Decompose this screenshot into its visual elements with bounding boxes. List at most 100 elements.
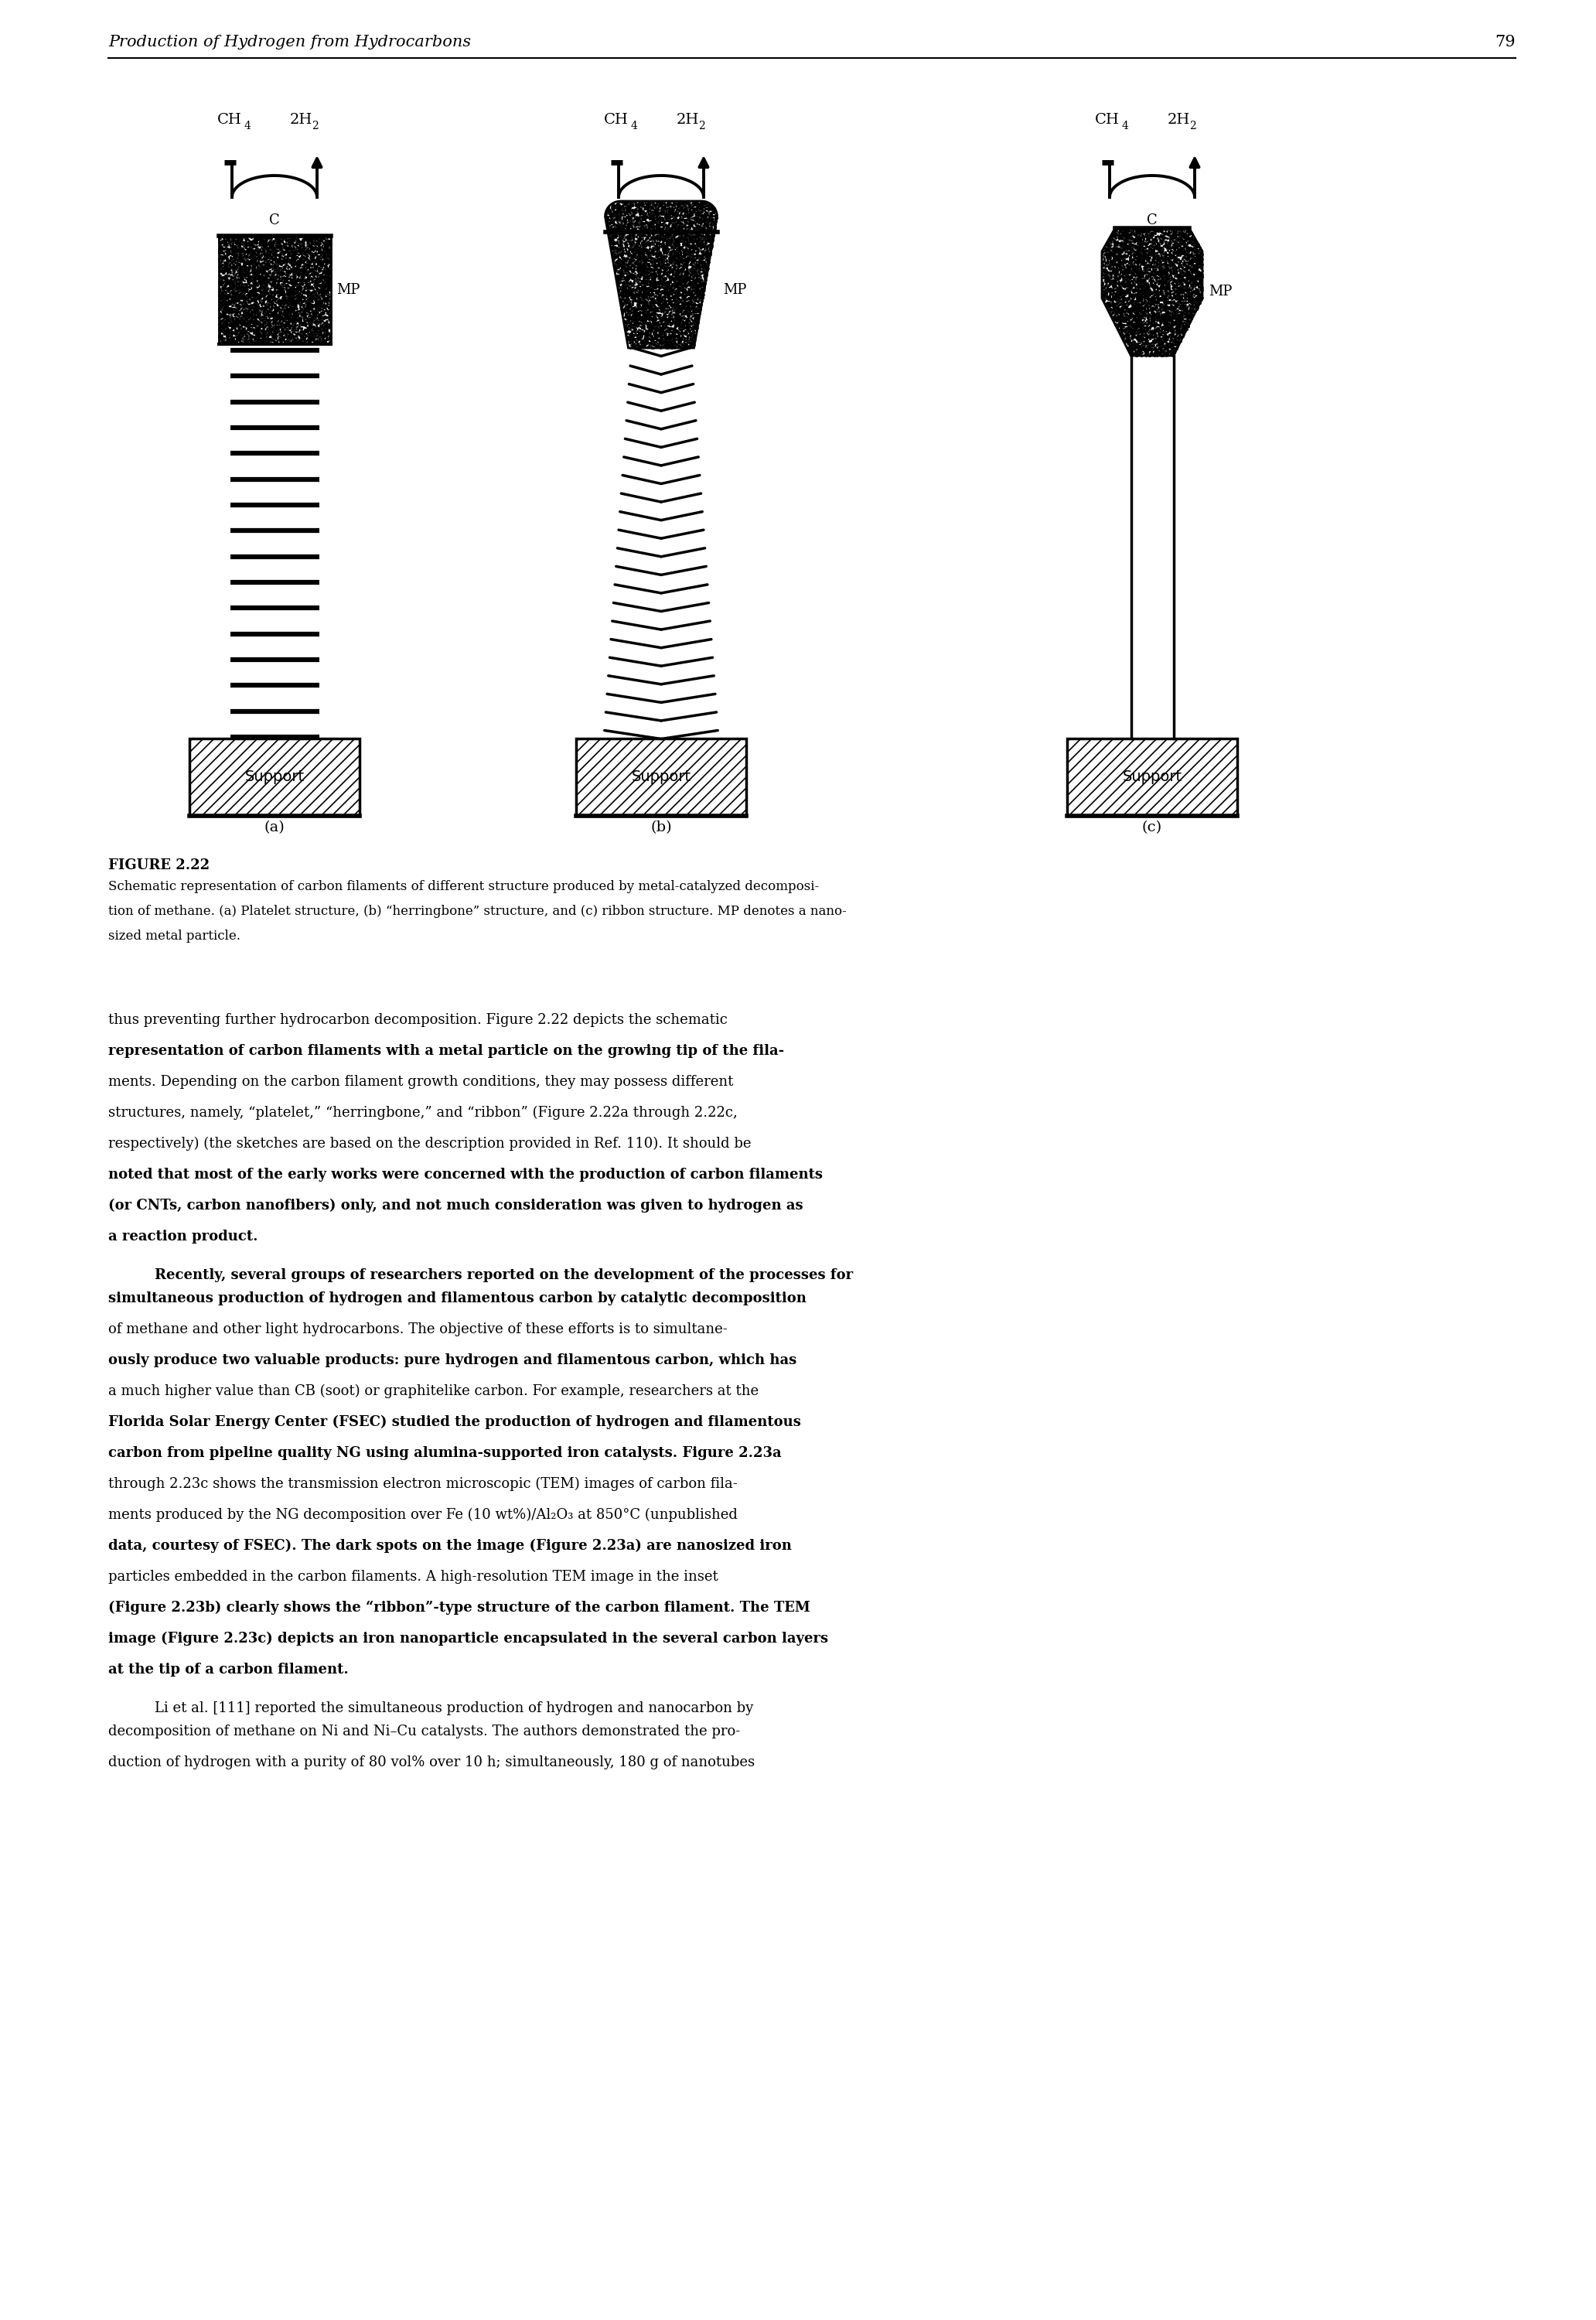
Point [1162, 304, 1187, 341]
Point [681, 200, 707, 237]
Point [1149, 271, 1175, 309]
Point [1114, 258, 1140, 295]
Point [614, 253, 640, 290]
Point [680, 290, 705, 327]
Point [1163, 230, 1189, 267]
Point [693, 248, 718, 285]
Point [211, 313, 236, 350]
Point [1093, 237, 1119, 274]
Point [659, 316, 685, 353]
Point [251, 271, 276, 309]
Point [667, 234, 693, 271]
Point [1144, 302, 1170, 339]
Point [674, 213, 699, 251]
Point [689, 225, 715, 262]
Point [308, 258, 334, 295]
Point [1116, 302, 1141, 339]
Point [302, 274, 327, 311]
Point [1141, 316, 1167, 353]
Text: 2: 2 [699, 121, 705, 132]
Point [1138, 274, 1163, 311]
Point [672, 264, 697, 302]
Point [611, 246, 637, 283]
Point [616, 188, 642, 225]
Point [289, 239, 314, 276]
Point [252, 281, 278, 318]
Point [1127, 234, 1152, 271]
Point [1120, 283, 1146, 320]
Point [1130, 264, 1156, 302]
Point [656, 329, 681, 367]
Point [658, 325, 683, 362]
Point [289, 255, 314, 292]
Point [1104, 241, 1130, 278]
Point [1159, 320, 1184, 357]
Point [1101, 267, 1127, 304]
Point [1149, 239, 1175, 276]
Point [260, 311, 286, 348]
Point [1168, 230, 1194, 267]
Point [254, 306, 279, 343]
Point [271, 262, 297, 299]
Point [314, 271, 340, 309]
Point [664, 283, 689, 320]
Point [1162, 218, 1187, 255]
Point [675, 302, 701, 339]
Point [645, 255, 670, 292]
Point [1108, 313, 1133, 350]
Point [278, 288, 303, 325]
Point [1122, 311, 1148, 348]
Point [666, 320, 691, 357]
Point [1132, 264, 1157, 302]
Point [1093, 260, 1119, 297]
Point [1122, 322, 1148, 360]
Point [289, 255, 314, 292]
Point [254, 271, 279, 309]
Point [1189, 237, 1215, 274]
Point [1148, 230, 1173, 267]
Point [270, 276, 295, 313]
Point [680, 267, 705, 304]
Point [1175, 218, 1200, 255]
Point [279, 292, 305, 329]
Point [244, 313, 270, 350]
Point [597, 216, 622, 253]
Point [1104, 264, 1130, 302]
Point [1127, 334, 1152, 371]
Point [659, 258, 685, 295]
Point [1141, 255, 1167, 292]
Point [621, 313, 646, 350]
Point [227, 311, 252, 348]
Point [1138, 218, 1163, 255]
Point [1135, 260, 1160, 297]
Point [1186, 248, 1211, 285]
Point [255, 230, 281, 267]
Point [640, 195, 666, 232]
Point [260, 234, 286, 271]
Point [1157, 267, 1183, 304]
Point [1128, 227, 1154, 264]
Point [271, 239, 297, 276]
Point [223, 274, 249, 311]
Point [1096, 271, 1122, 309]
Point [211, 292, 236, 329]
Point [622, 230, 648, 267]
Point [605, 225, 630, 262]
Point [278, 297, 303, 334]
Point [659, 329, 685, 367]
Point [252, 260, 278, 297]
Point [1136, 248, 1162, 285]
Point [1119, 283, 1144, 320]
Point [1152, 302, 1178, 339]
Point [598, 220, 624, 258]
Point [1116, 260, 1141, 297]
Point [624, 246, 650, 283]
Point [618, 183, 643, 220]
Point [664, 246, 689, 283]
Point [670, 274, 696, 311]
Point [260, 264, 286, 302]
Point [276, 237, 302, 274]
Point [294, 269, 319, 306]
Point [672, 209, 697, 246]
Point [672, 327, 697, 364]
